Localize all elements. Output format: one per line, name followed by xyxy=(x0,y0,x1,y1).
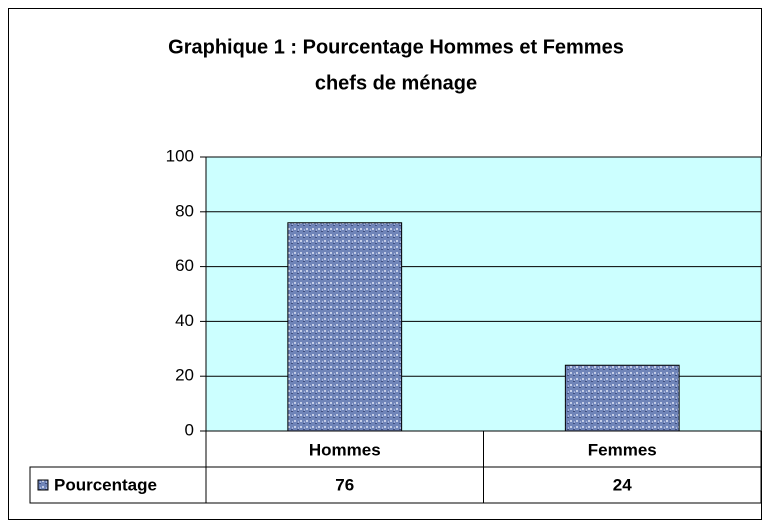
y-tick-label: 20 xyxy=(175,366,194,385)
chart-title: Graphique 1 : Pourcentage Hommes et Femm… xyxy=(168,36,624,58)
bar xyxy=(564,364,680,432)
legend-marker xyxy=(37,479,49,491)
x-tick-label: Femmes xyxy=(588,440,657,459)
legend-label: Pourcentage xyxy=(54,475,157,494)
table-value: 24 xyxy=(613,475,632,494)
y-tick-label: 40 xyxy=(175,311,194,330)
bar xyxy=(287,222,403,432)
y-tick-label: 60 xyxy=(175,256,194,275)
table-value: 76 xyxy=(335,475,354,494)
y-tick-label: 0 xyxy=(185,420,194,439)
chart-subtitle: chefs de ménage xyxy=(315,72,477,94)
y-tick-label: 80 xyxy=(175,201,194,220)
x-tick-label: Hommes xyxy=(309,440,381,459)
y-tick-label: 100 xyxy=(166,146,194,165)
